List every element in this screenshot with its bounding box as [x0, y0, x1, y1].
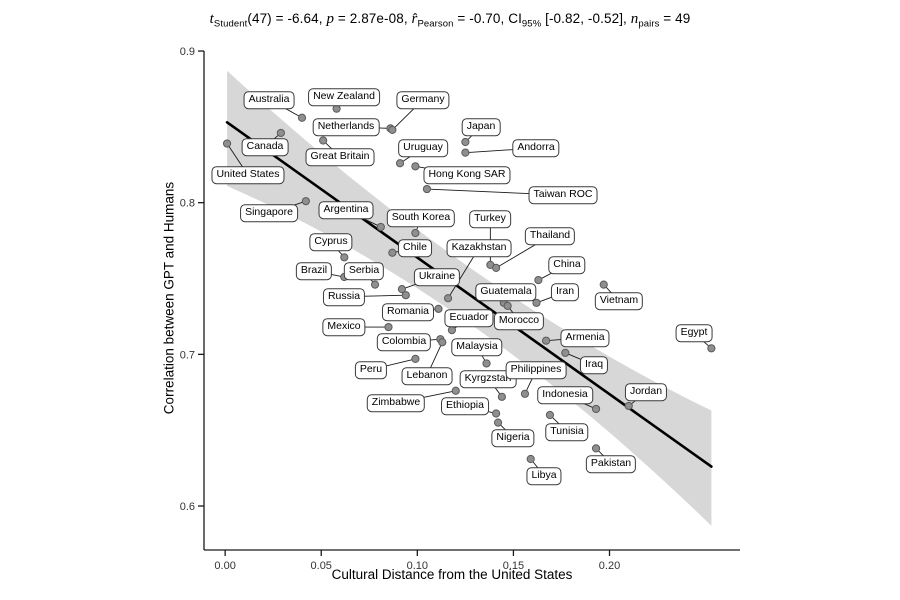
- data-point: [397, 285, 407, 294]
- y-tick-label: 0.7: [180, 349, 195, 361]
- data-point: [388, 248, 397, 257]
- title-segment: = 2.87e-08,: [334, 11, 412, 26]
- label-connector: [426, 188, 564, 196]
- data-point: [222, 139, 232, 148]
- title-segment: (47) = -6.64,: [247, 11, 327, 26]
- data-point: [297, 113, 307, 122]
- x-axis-title: Cultural Distance from the United States: [331, 567, 573, 582]
- title-segment: 95%: [521, 18, 542, 30]
- confidence-band: [227, 70, 712, 526]
- y-tick-label: 0.8: [180, 198, 195, 210]
- title-segment: Pearson: [417, 18, 454, 30]
- data-point: [443, 294, 453, 303]
- y-axis-title: Correlation between GPT and Humans: [161, 181, 177, 415]
- data-point: [461, 148, 470, 157]
- x-tick-label: 0.00: [214, 560, 235, 572]
- data-point: [497, 392, 506, 401]
- label-connector: [371, 358, 416, 370]
- label-connector: [399, 147, 424, 164]
- data-point: [451, 386, 460, 395]
- data-point: [434, 304, 443, 313]
- data-point: [401, 291, 410, 300]
- label-connector: [403, 338, 441, 343]
- title-segment: = 49: [659, 11, 691, 26]
- data-point: [520, 389, 530, 398]
- data-point: [340, 272, 349, 282]
- label-connector: [415, 165, 468, 176]
- data-point: [493, 418, 503, 427]
- label-connector: [536, 291, 566, 304]
- data-point: [411, 162, 420, 171]
- data-point: [411, 354, 420, 364]
- data-point: [422, 184, 432, 194]
- data-point: [340, 253, 349, 262]
- data-point: [461, 137, 470, 147]
- data-point: [534, 275, 543, 285]
- data-point: [503, 301, 512, 310]
- data-point: [376, 222, 385, 232]
- data-point: [561, 348, 570, 357]
- title-segment: Student: [213, 18, 248, 30]
- x-tick-label: 0.20: [599, 560, 620, 572]
- title-segment: r̂: [411, 11, 418, 27]
- label-connector: [407, 308, 439, 313]
- title-segment: n: [630, 11, 639, 27]
- data-point: [545, 410, 555, 420]
- data-point: [599, 280, 608, 289]
- title-segment: = -0.70, CI: [453, 11, 522, 26]
- label-connector: [465, 405, 497, 414]
- data-point: [541, 336, 551, 345]
- title-segment: t: [209, 11, 214, 27]
- label-connector: [344, 294, 406, 298]
- label-connector: [538, 264, 568, 281]
- data-point: [332, 104, 341, 113]
- data-point: [624, 401, 633, 411]
- label-connector: [426, 342, 443, 376]
- data-point: [591, 444, 601, 453]
- data-point: [492, 263, 501, 273]
- data-point: [492, 409, 501, 418]
- label-connector: [346, 126, 391, 129]
- x-tick-label: 0.05: [311, 560, 332, 572]
- data-point: [276, 128, 285, 138]
- data-point: [384, 322, 393, 332]
- data-point: [301, 197, 310, 206]
- data-point: [438, 338, 447, 347]
- label-connector: [313, 270, 345, 278]
- data-point: [411, 228, 420, 238]
- y-tick-label: 0.9: [180, 46, 195, 58]
- data-point: [395, 159, 405, 168]
- data-point: [447, 325, 457, 335]
- title-segment: pairs: [638, 18, 660, 30]
- title-segment: p: [326, 11, 335, 27]
- y-tick-label: 0.6: [180, 501, 195, 513]
- data-point: [591, 404, 601, 414]
- x-tick-label: 0.10: [407, 560, 428, 572]
- label-connector: [396, 390, 456, 404]
- data-point: [526, 454, 535, 464]
- data-point: [370, 280, 380, 289]
- data-point: [707, 344, 716, 353]
- data-point: [388, 125, 397, 134]
- chart-title: tStudent(47) = -6.64, p = 2.87e-08, r̂Pe…: [0, 11, 900, 30]
- label-connector: [392, 99, 424, 131]
- title-segment: [-0.82, -0.52],: [541, 11, 631, 26]
- data-point: [482, 359, 491, 368]
- x-tick-label: 0.15: [503, 560, 524, 572]
- regression-line: [225, 121, 713, 468]
- data-point: [319, 136, 328, 145]
- label-connector: [465, 147, 537, 154]
- data-point: [532, 298, 541, 307]
- label-connector: [495, 235, 551, 269]
